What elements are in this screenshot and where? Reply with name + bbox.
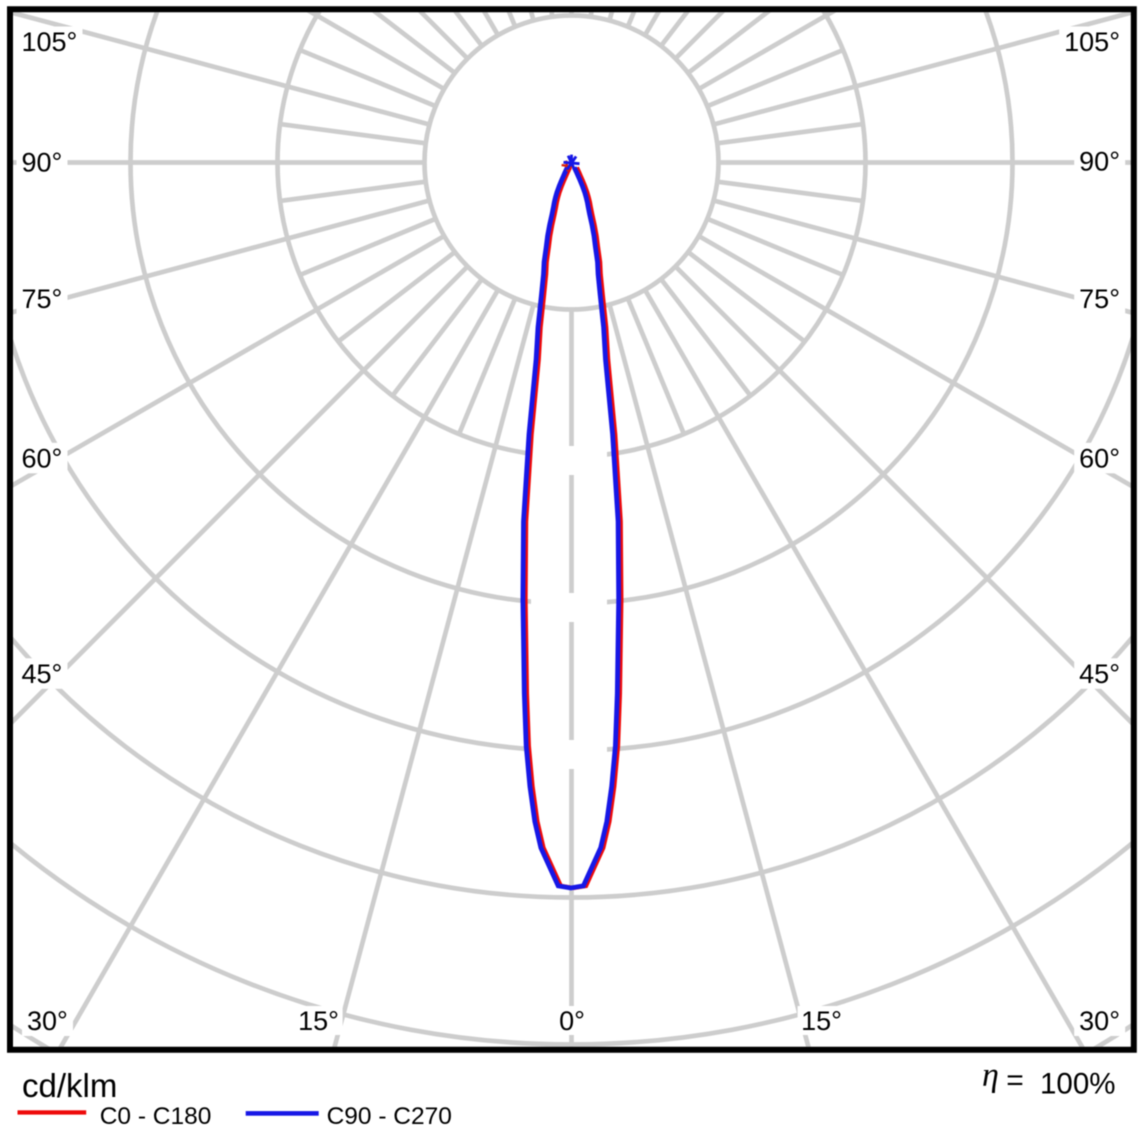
svg-text:60°: 60° xyxy=(1079,443,1120,473)
svg-text:90°: 90° xyxy=(1079,147,1120,177)
svg-text:η: η xyxy=(982,1057,999,1094)
svg-text:15°: 15° xyxy=(298,1006,339,1036)
svg-text:=: = xyxy=(1006,1064,1024,1097)
svg-text:45°: 45° xyxy=(22,659,63,689)
svg-text:15°: 15° xyxy=(801,1006,842,1036)
svg-text:45°: 45° xyxy=(1079,659,1120,689)
svg-text:90°: 90° xyxy=(22,148,63,178)
svg-text:0°: 0° xyxy=(559,1006,585,1036)
svg-text:60°: 60° xyxy=(22,443,63,473)
svg-text:C0 - C180: C0 - C180 xyxy=(100,1103,212,1130)
svg-text:105°: 105° xyxy=(22,27,78,57)
svg-text:75°: 75° xyxy=(22,284,63,314)
svg-text:105°: 105° xyxy=(1064,27,1120,57)
svg-text:100%: 100% xyxy=(1040,1068,1115,1101)
svg-text:75°: 75° xyxy=(1079,284,1120,314)
svg-text:30°: 30° xyxy=(27,1006,68,1036)
svg-text:cd/klm: cd/klm xyxy=(22,1067,117,1104)
svg-text:C90 - C270: C90 - C270 xyxy=(327,1103,452,1130)
svg-text:30°: 30° xyxy=(1079,1006,1120,1036)
